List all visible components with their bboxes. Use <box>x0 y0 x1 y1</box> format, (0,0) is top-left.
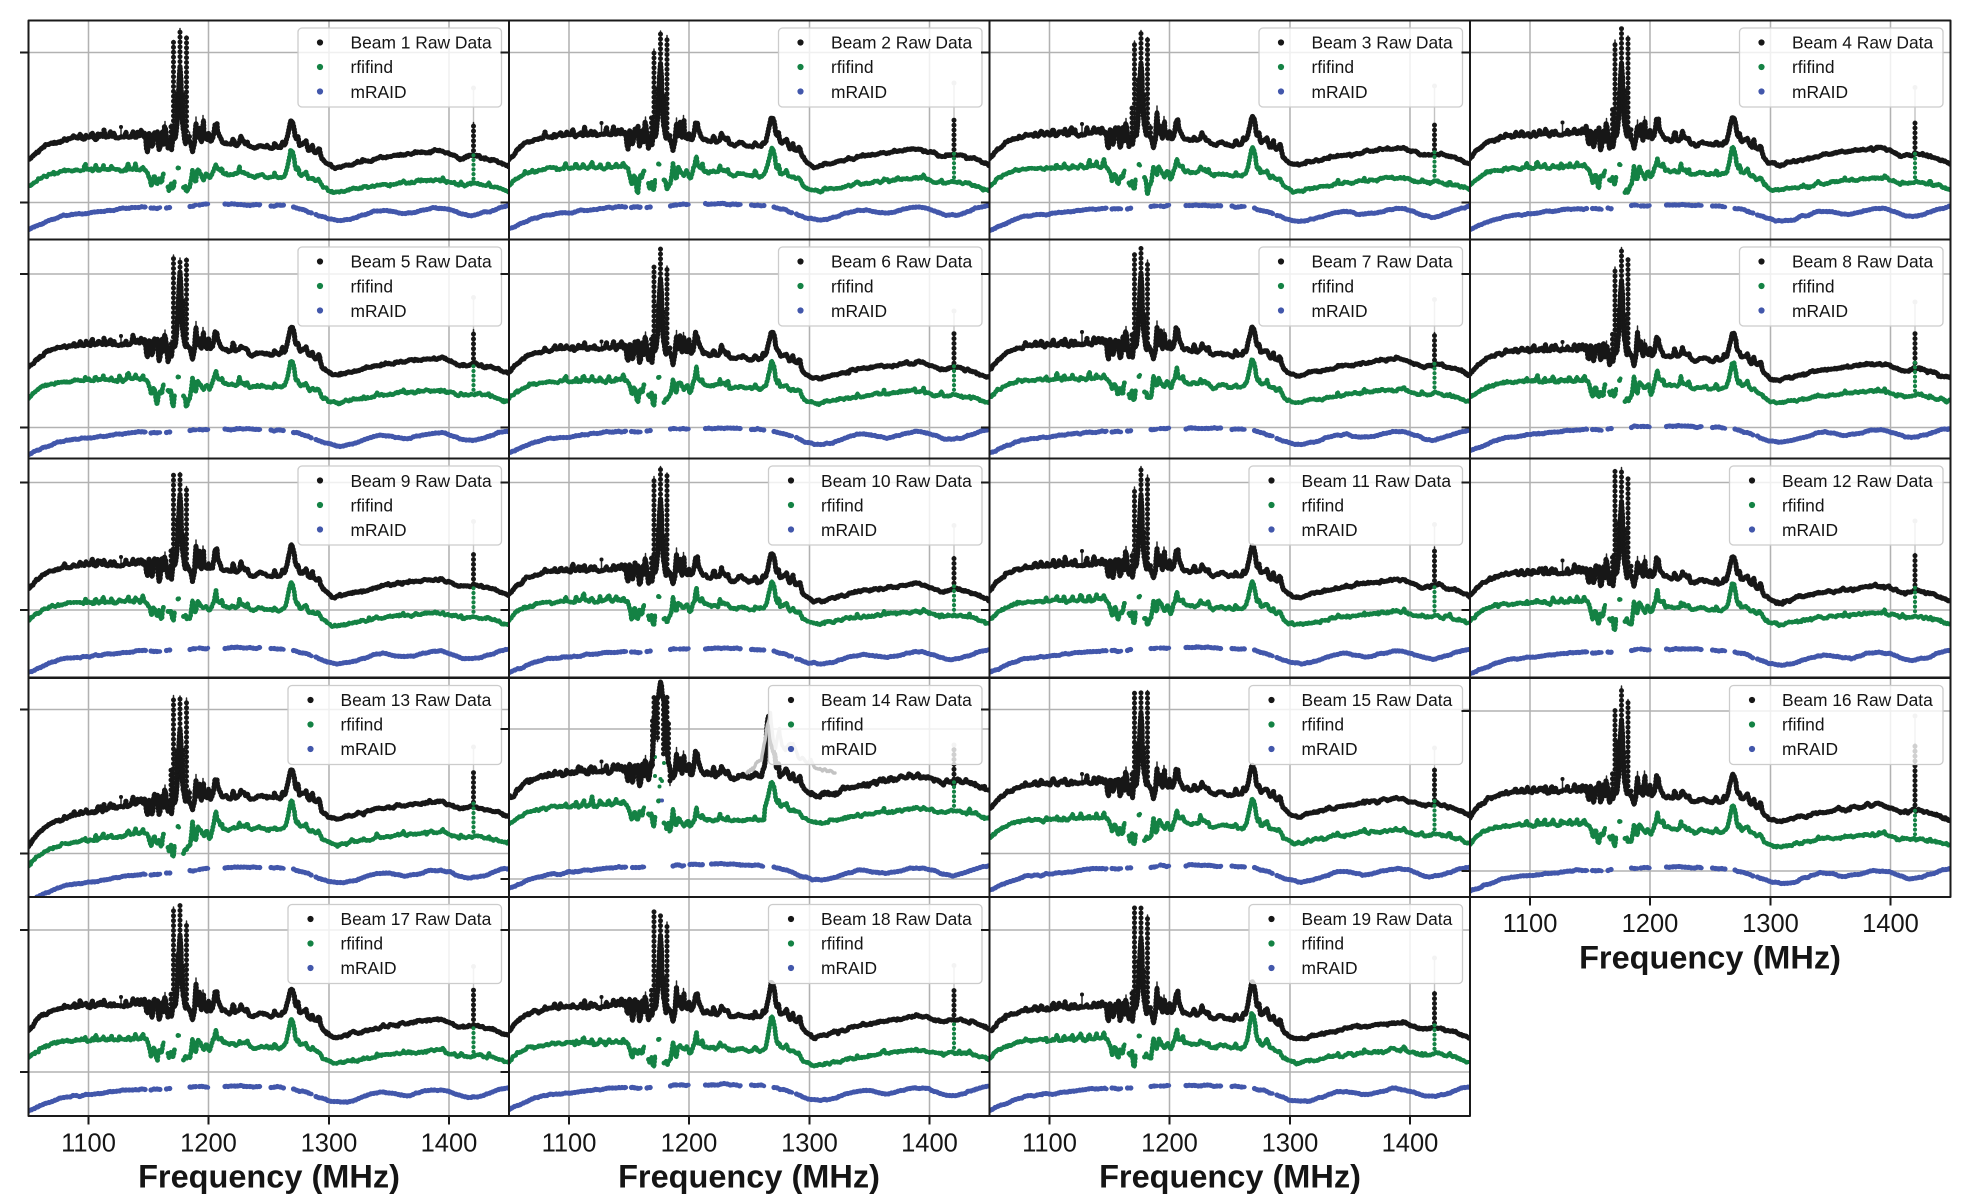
svg-text:mRAID: mRAID <box>831 82 887 102</box>
svg-text:Frequency (MHz): Frequency (MHz) <box>1099 1159 1361 1195</box>
svg-text:mRAID: mRAID <box>1792 301 1848 321</box>
svg-text:rfifind: rfifind <box>1302 496 1345 516</box>
svg-text:rfifind: rfifind <box>341 934 384 954</box>
svg-text:mRAID: mRAID <box>341 739 397 759</box>
svg-text:mRAID: mRAID <box>351 82 407 102</box>
svg-text:mRAID: mRAID <box>1782 520 1838 540</box>
svg-text:1300: 1300 <box>1262 1130 1319 1158</box>
svg-text:Beam 3 Raw Data: Beam 3 Raw Data <box>1312 33 1453 53</box>
svg-text:mRAID: mRAID <box>351 520 407 540</box>
svg-text:Beam 16 Raw Data: Beam 16 Raw Data <box>1782 690 1933 710</box>
svg-text:rfifind: rfifind <box>351 57 394 77</box>
svg-text:rfifind: rfifind <box>351 277 394 297</box>
svg-text:rfifind: rfifind <box>341 715 384 735</box>
svg-text:rfifind: rfifind <box>1782 715 1825 735</box>
svg-text:mRAID: mRAID <box>831 301 887 321</box>
svg-text:rfifind: rfifind <box>1782 496 1825 516</box>
svg-text:mRAID: mRAID <box>1302 520 1358 540</box>
svg-text:Beam 4 Raw Data: Beam 4 Raw Data <box>1792 33 1933 53</box>
svg-text:Beam 19 Raw Data: Beam 19 Raw Data <box>1302 909 1453 929</box>
svg-text:rfifind: rfifind <box>821 496 864 516</box>
svg-text:Frequency (MHz): Frequency (MHz) <box>618 1159 880 1195</box>
svg-text:rfifind: rfifind <box>1792 57 1835 77</box>
svg-text:1300: 1300 <box>301 1130 358 1158</box>
svg-text:Frequency (MHz): Frequency (MHz) <box>1579 940 1841 976</box>
svg-text:1200: 1200 <box>1622 910 1679 938</box>
svg-text:1100: 1100 <box>61 1130 116 1158</box>
svg-text:Beam 14 Raw Data: Beam 14 Raw Data <box>821 690 972 710</box>
svg-text:Beam 1 Raw Data: Beam 1 Raw Data <box>351 33 492 53</box>
svg-text:Frequency (MHz): Frequency (MHz) <box>138 1159 400 1195</box>
svg-text:mRAID: mRAID <box>1312 82 1368 102</box>
svg-text:1400: 1400 <box>1382 1130 1439 1158</box>
svg-text:Beam 5 Raw Data: Beam 5 Raw Data <box>351 252 492 272</box>
svg-text:1400: 1400 <box>1862 910 1919 938</box>
svg-text:rfifind: rfifind <box>1302 934 1345 954</box>
svg-text:Beam 12 Raw Data: Beam 12 Raw Data <box>1782 471 1933 491</box>
svg-text:1400: 1400 <box>421 1130 478 1158</box>
svg-text:Beam 13 Raw Data: Beam 13 Raw Data <box>341 690 492 710</box>
svg-text:mRAID: mRAID <box>1782 739 1838 759</box>
svg-text:mRAID: mRAID <box>1302 958 1358 978</box>
svg-text:1200: 1200 <box>661 1130 718 1158</box>
svg-text:mRAID: mRAID <box>351 301 407 321</box>
svg-text:mRAID: mRAID <box>341 958 397 978</box>
svg-text:mRAID: mRAID <box>1312 301 1368 321</box>
svg-text:rfifind: rfifind <box>831 57 874 77</box>
svg-text:Beam 18 Raw Data: Beam 18 Raw Data <box>821 909 972 929</box>
svg-text:1100: 1100 <box>1503 910 1558 938</box>
svg-text:1300: 1300 <box>1742 910 1799 938</box>
svg-text:1100: 1100 <box>542 1130 597 1158</box>
svg-text:1200: 1200 <box>1141 1130 1198 1158</box>
svg-text:rfifind: rfifind <box>1792 277 1835 297</box>
svg-text:rfifind: rfifind <box>821 715 864 735</box>
svg-text:Beam 9 Raw Data: Beam 9 Raw Data <box>351 471 492 491</box>
svg-text:1300: 1300 <box>781 1130 838 1158</box>
svg-text:Beam 6 Raw Data: Beam 6 Raw Data <box>831 252 972 272</box>
svg-text:1100: 1100 <box>1022 1130 1077 1158</box>
svg-text:Beam 2 Raw Data: Beam 2 Raw Data <box>831 33 972 53</box>
svg-text:Beam 8 Raw Data: Beam 8 Raw Data <box>1792 252 1933 272</box>
svg-text:Beam 7 Raw Data: Beam 7 Raw Data <box>1312 252 1453 272</box>
svg-text:mRAID: mRAID <box>821 958 877 978</box>
svg-text:1400: 1400 <box>901 1130 958 1158</box>
svg-text:rfifind: rfifind <box>1302 715 1345 735</box>
svg-text:rfifind: rfifind <box>1312 277 1355 297</box>
svg-text:mRAID: mRAID <box>821 520 877 540</box>
svg-text:mRAID: mRAID <box>1302 739 1358 759</box>
svg-text:rfifind: rfifind <box>351 496 394 516</box>
svg-text:Beam 17 Raw Data: Beam 17 Raw Data <box>341 909 492 929</box>
svg-text:Beam 11 Raw Data: Beam 11 Raw Data <box>1302 471 1452 491</box>
svg-text:Beam 15 Raw Data: Beam 15 Raw Data <box>1302 690 1453 710</box>
svg-text:Beam 10 Raw Data: Beam 10 Raw Data <box>821 471 972 491</box>
svg-text:1200: 1200 <box>180 1130 237 1158</box>
svg-text:mRAID: mRAID <box>1792 82 1848 102</box>
svg-text:rfifind: rfifind <box>831 277 874 297</box>
svg-text:rfifind: rfifind <box>1312 57 1355 77</box>
svg-text:rfifind: rfifind <box>821 934 864 954</box>
svg-text:mRAID: mRAID <box>821 739 877 759</box>
